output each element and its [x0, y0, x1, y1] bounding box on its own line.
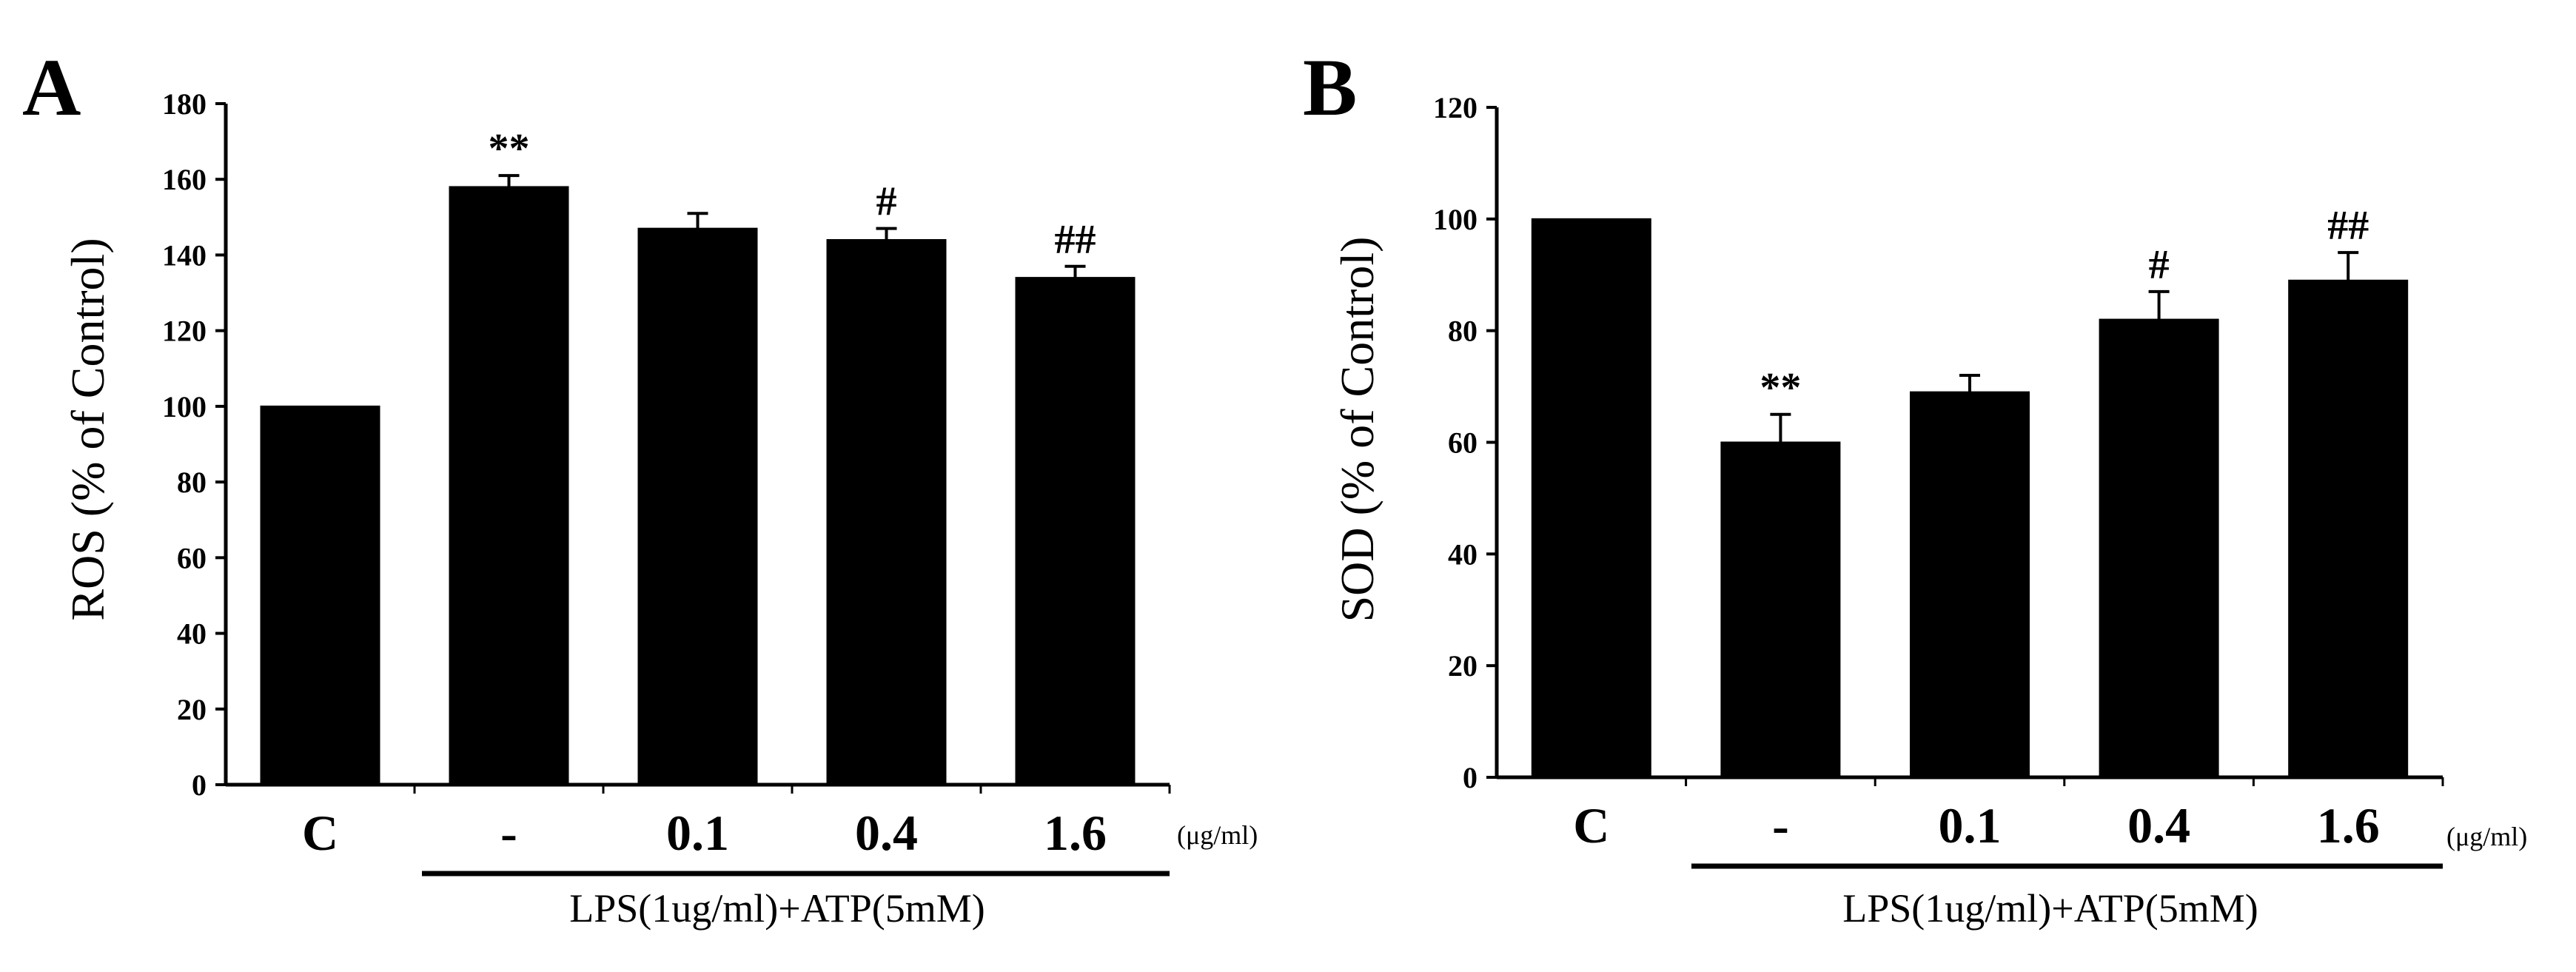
x-tick-label: - [500, 805, 517, 861]
bar [1015, 277, 1136, 786]
y-tick-label: 40 [1448, 537, 1477, 571]
significance-label: ## [1055, 217, 1096, 263]
y-tick-label: 100 [1433, 203, 1477, 236]
x-tick-label: 1.6 [2317, 797, 2380, 854]
significance-label: # [876, 179, 897, 225]
bar [2288, 279, 2409, 778]
unit-label: (μg/ml) [1177, 820, 1258, 850]
group-label: LPS(1ug/ml)+ATP(5mM) [1842, 886, 2258, 931]
bar [2099, 318, 2219, 779]
y-tick-label: 140 [162, 238, 207, 272]
x-tick-label: - [1772, 797, 1789, 854]
x-tick-label: 0.4 [2127, 797, 2190, 854]
significance-label: ** [489, 126, 530, 172]
bar [1531, 218, 1651, 779]
bar [449, 186, 569, 785]
bar [1910, 391, 2030, 778]
y-tick-label: 60 [177, 541, 207, 574]
y-tick-label: 180 [162, 87, 207, 121]
y-tick-label: 120 [162, 315, 207, 348]
y-tick-label: 0 [1463, 761, 1477, 794]
y-tick-label: 80 [177, 466, 207, 499]
x-tick-label: C [302, 805, 338, 861]
x-tick-label: 0.1 [1939, 797, 2002, 854]
y-tick-label: 20 [177, 693, 207, 726]
y-axis-label: SOD (% of Control) [1331, 237, 1383, 623]
significance-label: ** [1760, 365, 1801, 411]
y-axis-label: ROS (% of Control) [61, 238, 114, 620]
y-tick-label: 80 [1448, 315, 1477, 348]
y-tick-label: 0 [192, 768, 207, 802]
x-tick-label: 0.1 [666, 805, 729, 861]
y-tick-label: 100 [162, 390, 207, 423]
x-tick-label: 0.4 [855, 805, 918, 861]
panel-a: A ROS (% of Control) (μg/ml) LPS(1ug/ml)… [22, 42, 1258, 931]
panel-label: A [22, 42, 81, 133]
significance-label: ## [2327, 203, 2369, 249]
group-label: LPS(1ug/ml)+ATP(5mM) [569, 886, 985, 931]
x-tick-label: C [1573, 797, 1609, 854]
bar [260, 405, 380, 786]
y-tick-label: 20 [1448, 649, 1477, 683]
bar [1720, 441, 1841, 778]
panel-b: B SOD (% of Control) (μg/ml) LPS(1ug/ml)… [1303, 42, 2527, 931]
y-tick-label: 60 [1448, 426, 1477, 460]
y-tick-label: 160 [162, 163, 207, 196]
y-tick-label: 40 [177, 617, 207, 651]
unit-label: (μg/ml) [2446, 822, 2527, 851]
bar [826, 239, 947, 785]
panel-label: B [1303, 42, 1357, 133]
x-tick-label: 1.6 [1044, 805, 1107, 861]
bar [637, 227, 758, 785]
y-tick-label: 120 [1433, 91, 1477, 124]
significance-label: # [2149, 242, 2170, 288]
